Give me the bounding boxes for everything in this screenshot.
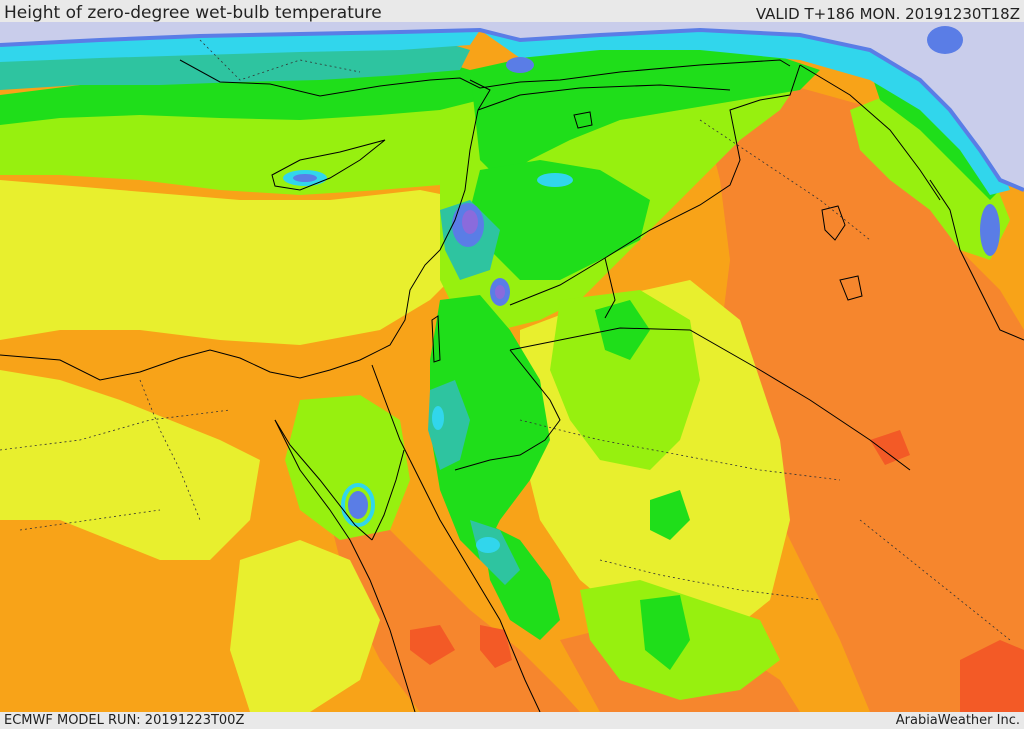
contour-dark-orange-east	[700, 85, 1024, 712]
contour-red-4	[870, 430, 910, 465]
border-jordan-iraq	[604, 257, 616, 319]
dotted-border-5	[699, 119, 871, 241]
coast-persian-gulf	[929, 179, 1024, 341]
contour-yellow-north	[0, 180, 470, 345]
spot-blue-zagros	[980, 204, 1000, 256]
coast-cyprus	[271, 139, 386, 191]
border-syria-iraq	[509, 64, 801, 306]
valid-time: VALID T+186 MON. 20191230T18Z	[755, 5, 1020, 22]
contour-red-2	[480, 625, 512, 668]
lake-galilee	[573, 111, 593, 129]
contour-lime-arabia-e	[850, 90, 1010, 260]
spot-violet-jordan	[495, 285, 505, 299]
contour-green-levant	[470, 40, 820, 180]
model-run-label: ECMWF MODEL RUN: 20191223T00Z	[4, 713, 245, 728]
coast-turkey	[179, 59, 791, 97]
spot-cyan-sinai	[341, 483, 375, 527]
coast-red-sea-east	[409, 459, 541, 712]
coast-north-africa	[0, 79, 491, 381]
coast-gulf-of-suez	[274, 419, 373, 541]
contour-red-1	[410, 625, 455, 665]
contour-green-jordan-e	[595, 300, 650, 360]
spot-cyan-hijaz	[476, 537, 500, 553]
dotted-border-7	[859, 519, 1011, 641]
contour-teal-hijaz	[470, 520, 520, 585]
contour-lime-med	[0, 95, 480, 195]
coast-red-sea-west	[274, 419, 416, 712]
spot-cyan-syria	[537, 173, 573, 187]
border-iraq-saudi	[509, 327, 911, 471]
border-iran-iraq	[799, 64, 941, 201]
contour-green-syria	[470, 160, 650, 280]
spot-blue-taurus	[506, 57, 534, 73]
contour-dark-orange-redsea	[330, 520, 580, 712]
credit-label: ArabiaWeather Inc.	[895, 713, 1020, 728]
border-syria-turkey	[477, 84, 731, 111]
spot-blue-sinai	[348, 491, 368, 519]
header-bar: Height of zero-degree wet-bulb temperatu…	[0, 0, 1024, 22]
contour-teal-jordan	[428, 380, 470, 470]
dotted-border-6	[199, 39, 361, 81]
contour-lime-sinai	[285, 395, 410, 540]
internal-borders	[0, 39, 1011, 641]
dotted-border-4	[599, 559, 821, 601]
spot-blue-turkey	[927, 26, 963, 54]
contour-yellow-west	[0, 370, 260, 560]
lake-dead-sea	[431, 315, 441, 363]
border-egypt-israel	[371, 364, 411, 461]
spot-blue-cyprus	[293, 174, 317, 182]
spot-violet-lebanon	[462, 210, 478, 234]
lake-iraq-2	[839, 275, 863, 301]
dotted-border-2	[19, 509, 161, 531]
borders	[0, 59, 1024, 712]
map-title: Height of zero-degree wet-bulb temperatu…	[4, 3, 382, 22]
dotted-border-1	[0, 409, 231, 451]
dotted-border-8	[139, 379, 201, 521]
contour-green-central	[650, 490, 690, 540]
sea-blue-edge	[0, 27, 1024, 192]
contour-red-3	[960, 640, 1024, 712]
forecast-map	[0, 0, 1024, 712]
contour-green-jordan	[430, 295, 550, 560]
footer-bar: ECMWF MODEL RUN: 20191223T00Z ArabiaWeat…	[0, 712, 1024, 729]
spot-blue-tabuk	[432, 406, 444, 430]
border-jordan-saudi	[454, 349, 561, 471]
coast-gulf-of-aqaba	[371, 449, 405, 541]
lake-iraq-1	[821, 205, 846, 241]
contour-green-south	[640, 595, 690, 670]
contour-cyan-levant	[480, 22, 1010, 195]
contour-yellow-coast	[230, 540, 380, 712]
